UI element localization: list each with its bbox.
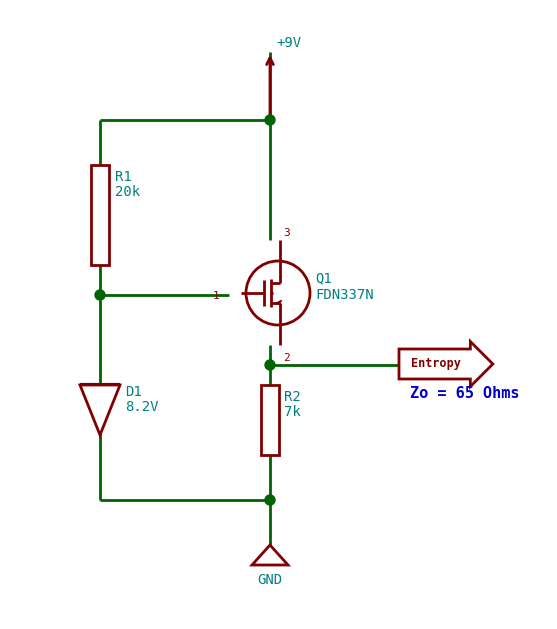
Text: +9V: +9V: [276, 36, 301, 50]
Circle shape: [265, 115, 275, 125]
Text: R1: R1: [115, 170, 132, 184]
Text: Zo = 65 Ohms: Zo = 65 Ohms: [410, 386, 520, 401]
Polygon shape: [252, 545, 288, 565]
Text: 8.2V: 8.2V: [125, 400, 159, 414]
Text: 3: 3: [283, 228, 290, 238]
Text: R2: R2: [284, 390, 301, 404]
Text: 1: 1: [212, 291, 219, 301]
Text: 7k: 7k: [284, 405, 301, 419]
Text: 2: 2: [283, 353, 290, 363]
Text: D1: D1: [125, 385, 141, 399]
Text: Q1: Q1: [315, 271, 332, 285]
Bar: [261, 385, 279, 455]
Text: 20k: 20k: [115, 185, 140, 199]
Circle shape: [265, 360, 275, 370]
Bar: [91, 165, 109, 265]
Text: GND: GND: [257, 573, 282, 587]
Text: FDN337N: FDN337N: [315, 288, 374, 302]
FancyBboxPatch shape: [399, 342, 493, 386]
Circle shape: [265, 495, 275, 505]
Circle shape: [95, 290, 105, 300]
Text: Entropy: Entropy: [411, 357, 461, 370]
Polygon shape: [80, 385, 120, 435]
